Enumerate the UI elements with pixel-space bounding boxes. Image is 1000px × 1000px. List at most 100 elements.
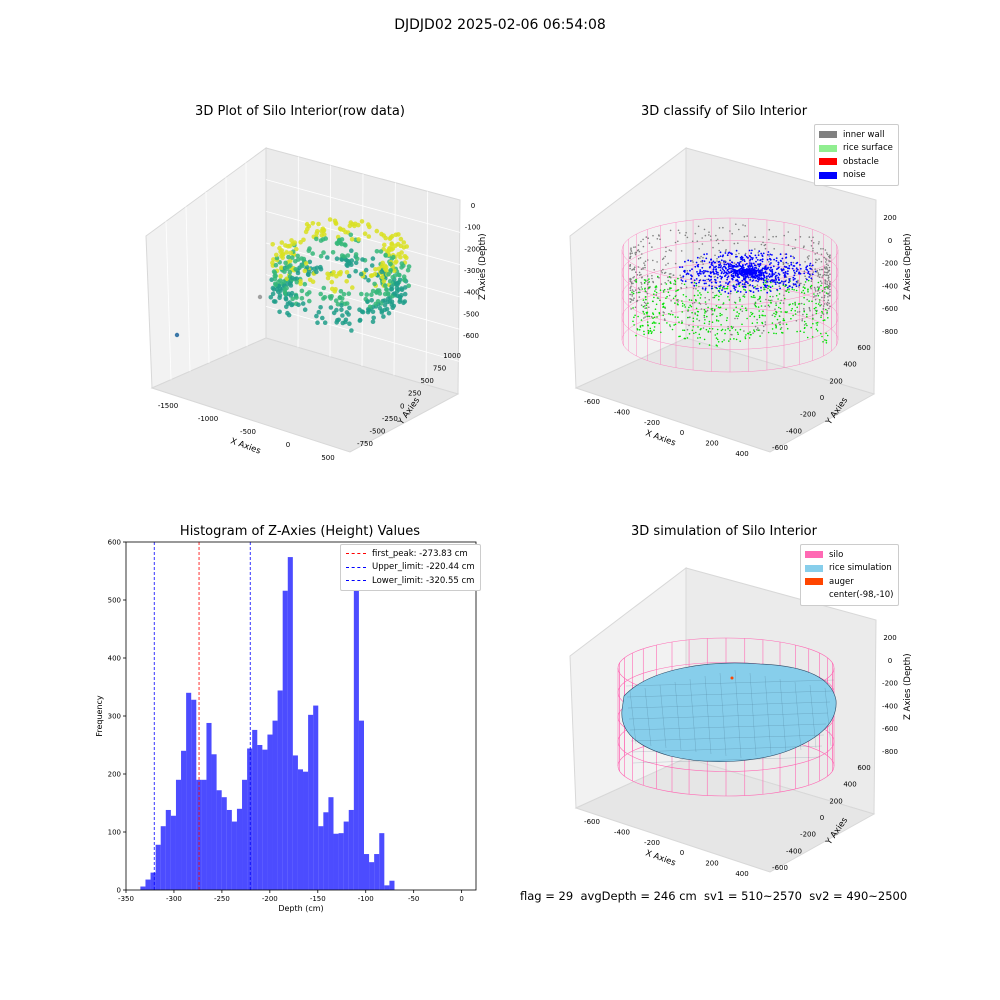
raw-x-tick: 0	[286, 441, 290, 449]
histogram-ytick: 0	[117, 887, 121, 895]
legend-entry: obstacle	[819, 155, 893, 169]
histogram-bar	[145, 879, 151, 890]
histogram-bar	[277, 690, 283, 890]
histogram-bar	[369, 862, 375, 890]
histogram-xtick: -200	[262, 895, 278, 903]
raw-x-tick: 500	[321, 454, 334, 460]
legend-label: auger	[829, 576, 854, 587]
legend-label: noise	[843, 170, 866, 181]
simulation-x-tick: -200	[644, 839, 660, 847]
histogram-bar	[348, 809, 354, 890]
status-text: flag = 29 avgDepth = 246 cm sv1 = 510~25…	[520, 889, 908, 903]
histogram-bar	[292, 755, 298, 890]
raw-y-tick: 750	[433, 365, 446, 373]
raw-y-tick: 0	[400, 402, 404, 410]
classify-legend: inner wall rice surface obstacle noise	[814, 124, 899, 186]
simulation-z-tick: -800	[882, 748, 898, 756]
simulation-z-tick: -600	[882, 725, 898, 733]
legend-label: first_peak: -273.83 cm	[372, 548, 468, 559]
simulation-z-tick: 200	[883, 634, 896, 642]
legend-swatch	[805, 578, 823, 586]
simulation-y-tick: -200	[800, 831, 816, 839]
histogram-xtick: -150	[310, 895, 326, 903]
classify-z-tick: -800	[882, 328, 898, 336]
histogram-bar	[252, 729, 258, 890]
simulation-xlabel: X Axies	[644, 848, 677, 868]
simulation-plot-title: 3D simulation of Silo Interior	[631, 524, 817, 539]
legend-entry: Upper_limit: -220.44 cm	[346, 561, 475, 575]
legend-label: rice surface	[843, 143, 893, 154]
legend-entry: noise	[819, 169, 893, 183]
classify-y-tick: 200	[829, 377, 842, 385]
raw-z-tick: 0	[471, 202, 475, 210]
legend-swatch	[805, 564, 823, 572]
histogram-ytick: 200	[108, 771, 121, 779]
classify-y-tick: -600	[772, 444, 788, 452]
simulation-zlabel: Z Axies (Depth)	[903, 653, 913, 720]
histogram-bar	[323, 812, 329, 890]
simulation-y-tick: -600	[772, 864, 788, 872]
raw-z-tick: -200	[464, 245, 480, 253]
legend-entry: rice surface	[819, 142, 893, 156]
classify-z-tick: 200	[883, 214, 896, 222]
histogram-bar	[170, 815, 176, 890]
legend-swatch	[819, 144, 837, 152]
legend-label: center(-98,-10)	[829, 590, 894, 601]
histogram-bar	[165, 809, 171, 890]
legend-entry: silo	[805, 548, 893, 562]
histogram-bar	[181, 750, 187, 890]
histogram-bar	[328, 797, 334, 890]
histogram-bar	[247, 748, 253, 890]
histogram-bar	[226, 809, 232, 890]
classify-y-tick: -200	[800, 411, 816, 419]
raw-y-tick: -250	[382, 415, 398, 423]
histogram-bar	[191, 699, 197, 890]
raw-y-tick: 1000	[443, 352, 461, 360]
histogram-bar	[343, 821, 349, 890]
histogram-bar	[308, 714, 314, 890]
histogram-xtick: -250	[214, 895, 230, 903]
histogram-bar	[297, 769, 304, 890]
raw-x-tick: -500	[240, 428, 256, 436]
histogram-ytick: 300	[108, 713, 121, 721]
histogram-legend: first_peak: -273.83 cm Upper_limit: -220.…	[340, 544, 481, 591]
raw-plot-title: 3D Plot of Silo Interior(row data)	[195, 104, 405, 119]
legend-line	[346, 553, 366, 555]
classify-z-tick: -400	[882, 282, 898, 290]
legend-entry: center(-98,-10)	[805, 589, 893, 603]
raw-y-tick: 250	[408, 390, 421, 398]
histogram-bar	[186, 692, 192, 890]
histogram-bar	[175, 779, 182, 890]
histogram-bar	[389, 880, 395, 890]
simulation-legend: silo rice simulation auger center(-98,-10)	[800, 544, 900, 606]
histogram-ylabel: Frequency	[95, 695, 104, 737]
histogram-bar	[155, 844, 161, 890]
raw-z-tick: -400	[464, 289, 480, 297]
histogram-xtick: -300	[166, 895, 182, 903]
histogram-chart: -350 -300 -250 -200 -150 -100 -50 0 0 100 200 300 40…	[95, 539, 477, 913]
histogram-bar	[267, 734, 273, 890]
classify-x-tick: -600	[584, 398, 600, 406]
histogram-bar	[206, 722, 212, 890]
simulation-y-tick: 200	[829, 797, 842, 805]
histogram-ytick: 400	[108, 655, 121, 663]
histogram-bar	[303, 771, 309, 890]
raw-x-tick: -1000	[198, 415, 218, 423]
legend-label: obstacle	[843, 156, 879, 167]
legend-swatch	[819, 131, 837, 139]
histogram-bar	[150, 872, 156, 890]
legend-entry: auger	[805, 575, 893, 589]
raw-y-tick: -750	[357, 440, 373, 448]
simulation-z-tick: -400	[882, 702, 898, 710]
histogram-ytick: 500	[108, 597, 121, 605]
simulation-x-tick: 400	[735, 870, 748, 878]
simulation-y-tick: -400	[786, 847, 802, 855]
legend-entry: inner wall	[819, 128, 893, 142]
classify-xlabel: X Axies	[644, 428, 677, 448]
simulation-x-tick: 200	[705, 860, 718, 868]
histogram-xtick: -100	[358, 895, 374, 903]
legend-label: Lower_limit: -320.55 cm	[372, 575, 475, 586]
histogram-bar	[338, 833, 344, 890]
legend-line	[346, 580, 366, 582]
raw-z-tick: -300	[464, 267, 480, 275]
